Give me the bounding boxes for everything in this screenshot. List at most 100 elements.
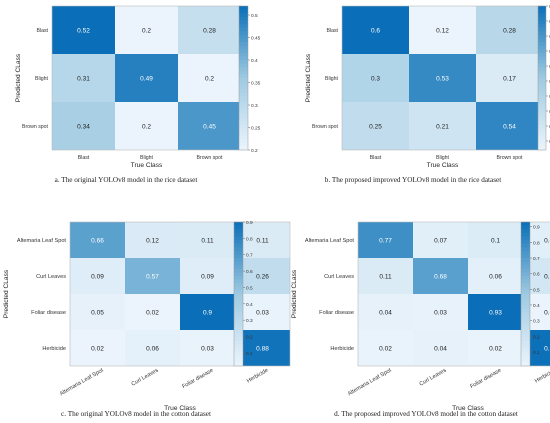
- heatmap-cell: [52, 102, 115, 150]
- colorbar-segment: [538, 52, 546, 57]
- heatmap-cell: [413, 294, 468, 330]
- colorbar-segment: [234, 362, 243, 367]
- colorbar-segment: [239, 45, 248, 50]
- heatmap-cell: [70, 258, 125, 294]
- colorbar-segment: [234, 240, 243, 244]
- column-tick-label: Altemaria Leaf Spot: [347, 367, 393, 397]
- colorbar-segment: [538, 142, 546, 147]
- colorbar-segment: [239, 103, 248, 108]
- colorbar-segment: [234, 279, 243, 284]
- x-axis-title: True Class: [427, 162, 459, 169]
- colorbar-segment: [521, 297, 530, 302]
- colorbar-segment: [521, 319, 530, 324]
- x-axis-title: True Class: [452, 405, 484, 412]
- cell-value-label: 0.9: [203, 310, 212, 317]
- colorbar-segment: [234, 254, 243, 259]
- colorbar-segment: [521, 358, 530, 363]
- cell-value-label: 0.26: [256, 274, 269, 281]
- colorbar-segment: [234, 283, 243, 288]
- colorbar-tick-label: 0.5: [251, 13, 258, 19]
- y-axis-title: Predicted CLass: [305, 53, 312, 102]
- colorbar-segment: [234, 358, 243, 363]
- colorbar-segment: [234, 243, 243, 248]
- colorbar-segment: [239, 88, 248, 93]
- colorbar-frame: [233, 221, 244, 367]
- colorbar-segment: [538, 114, 546, 118]
- cell-value-label: 0.77: [379, 238, 392, 245]
- heatmap-cell: [342, 6, 409, 54]
- colorbar-segment: [234, 268, 243, 273]
- colorbar-tick-label: 0.5: [533, 287, 540, 293]
- colorbar-segment: [538, 63, 546, 68]
- colorbar-segment: [239, 85, 248, 90]
- colorbar-segment: [538, 103, 546, 108]
- colorbar-segment: [538, 78, 546, 82]
- colorbar-segment: [239, 74, 248, 79]
- colorbar-segment: [538, 124, 546, 129]
- colorbar-segment: [521, 330, 530, 334]
- colorbar-segment: [234, 315, 243, 320]
- colorbar-segment: [538, 132, 546, 136]
- colorbar-segment: [234, 301, 243, 306]
- cell-value-label: 0.28: [203, 28, 216, 35]
- colorbar-segment: [538, 13, 546, 18]
- colorbar-segment: [538, 96, 546, 100]
- x-axis-title: True Class: [164, 405, 196, 412]
- heatmap-cell: [70, 222, 125, 258]
- cell-value-label: 0.3: [371, 76, 380, 83]
- colorbar-segment: [521, 326, 530, 331]
- panel-caption: a. The original YOLOv8 model in the rice…: [55, 176, 198, 184]
- colorbar-segment: [234, 326, 243, 331]
- heatmap-cell: [115, 54, 178, 102]
- row-tick-label: Herbicide: [330, 346, 354, 352]
- colorbar-segment: [538, 6, 546, 10]
- heatmap-cell: [413, 330, 468, 366]
- colorbar-tick-label: 0.8: [246, 236, 253, 242]
- cell-value-label: 0.07: [434, 238, 447, 245]
- colorbar-segment: [538, 34, 546, 39]
- heatmap-cell: [125, 330, 180, 366]
- cell-value-label: 0.21: [436, 124, 449, 131]
- heatmap-cell: [468, 294, 523, 330]
- colorbar-tick-label: 0.25: [251, 126, 261, 132]
- colorbar-segment: [234, 322, 243, 327]
- colorbar-segment: [234, 297, 243, 302]
- cell-value-label: 0.03: [256, 310, 269, 317]
- matrix-frame: [357, 221, 550, 367]
- colorbar-segment: [538, 9, 546, 14]
- colorbar-segment: [538, 56, 546, 61]
- cell-value-label: 0.02: [489, 346, 502, 353]
- colorbar-segment: [239, 81, 248, 86]
- colorbar-segment: [521, 261, 530, 266]
- colorbar-segment: [538, 24, 546, 28]
- heatmap-cell: [235, 294, 290, 330]
- heatmap-cell: [178, 6, 241, 54]
- colorbar-segment: [521, 286, 530, 291]
- heatmap-cell: [235, 258, 290, 294]
- colorbar-segment: [234, 290, 243, 295]
- heatmap-cell: [342, 54, 409, 102]
- colorbar-segment: [521, 337, 530, 342]
- heatmap-cell: [115, 102, 178, 150]
- colorbar-tick-label: 0.5: [246, 285, 253, 291]
- colorbar-segment: [521, 344, 530, 349]
- colorbar-segment: [538, 110, 546, 115]
- colorbar-segment: [521, 290, 530, 295]
- cell-value-label: 0.45: [203, 124, 216, 131]
- column-tick-label: Curl Leaves: [131, 367, 160, 387]
- row-tick-label: Brown spot: [312, 124, 339, 130]
- colorbar-segment: [538, 60, 546, 64]
- colorbar-segment: [239, 38, 248, 43]
- colorbar-segment: [538, 99, 546, 104]
- cell-value-label: 0.6: [371, 28, 380, 35]
- colorbar-segment: [234, 229, 243, 234]
- colorbar-segment: [239, 56, 248, 61]
- colorbar-segment: [234, 319, 243, 324]
- colorbar-segment: [521, 236, 530, 241]
- colorbar-segment: [538, 92, 546, 97]
- cell-value-label: 0.93: [489, 310, 502, 317]
- colorbar-frame: [537, 5, 547, 151]
- colorbar-segment: [234, 333, 243, 338]
- colorbar-tick-label: 0.1: [533, 350, 540, 356]
- column-tick-label: Brown spot: [197, 155, 224, 161]
